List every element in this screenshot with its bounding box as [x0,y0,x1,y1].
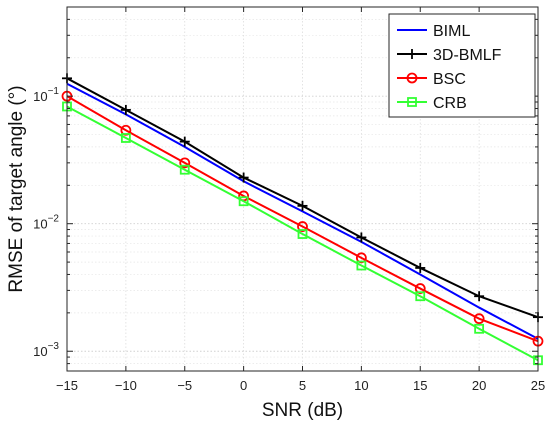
series-line [66,95,539,343]
y-axis-title: RMSE of target angle (°) [6,85,27,292]
x-axis-title: SNR (dB) [262,400,343,421]
x-tick-label: 10 [354,378,368,393]
data-series [61,73,544,366]
legend-item: CRB [397,95,467,112]
x-tick-label: 5 [299,378,306,393]
y-tick-label: 10−1 [33,86,59,104]
circle-marker [406,72,418,84]
x-tick-label: −15 [56,378,78,393]
grid-lines [67,6,538,372]
legend-box [388,13,536,118]
series-line [66,105,539,362]
square-marker [120,133,131,143]
square-marker [238,196,249,207]
y-tick-label-exponent: −2 [48,214,60,225]
series-line [66,82,539,340]
legend-item: BSC [397,71,466,88]
y-tick-label-base: 10 [33,89,47,104]
legend-item: 3D-BMLF [397,47,502,64]
circle-marker [297,221,308,232]
x-tick-label: 15 [413,378,427,393]
circle-marker [179,157,191,169]
y-tick-labels: 10−310−210−1 [33,86,59,359]
series-3d-bmlf [62,73,543,323]
y-tick-label: 10−3 [33,341,59,359]
square-marker [407,97,417,107]
y-tick-label: 10−2 [33,214,59,232]
x-tick-labels: −15 −10 −5 0 5 10 15 20 25 [56,378,545,393]
x-tick-label: 25 [531,378,545,393]
legend-item: BIML [397,23,470,40]
square-marker [474,323,485,334]
legend-label: CRB [433,95,467,112]
x-tick-label: 0 [240,378,247,393]
legend-label: 3D-BMLF [433,47,502,64]
square-marker [179,164,190,175]
series-biml [66,82,539,340]
y-tick-label-base: 10 [33,344,47,359]
x-tick-label: −5 [177,378,192,393]
circle-marker [473,313,485,325]
legend-label: BSC [433,71,466,88]
y-tick-label-exponent: −3 [48,341,60,352]
series-bsc [61,90,544,347]
square-marker [297,229,308,239]
legend-label: BIML [433,23,470,40]
y-tick-label-exponent: −1 [48,86,60,97]
legend: BIML 3D-BMLF BSC CRB [388,13,536,118]
square-marker [415,291,426,302]
y-tick-label-base: 10 [33,217,47,232]
square-marker [356,260,367,271]
x-tick-label: −10 [115,378,137,393]
x-tick-label: 20 [472,378,486,393]
